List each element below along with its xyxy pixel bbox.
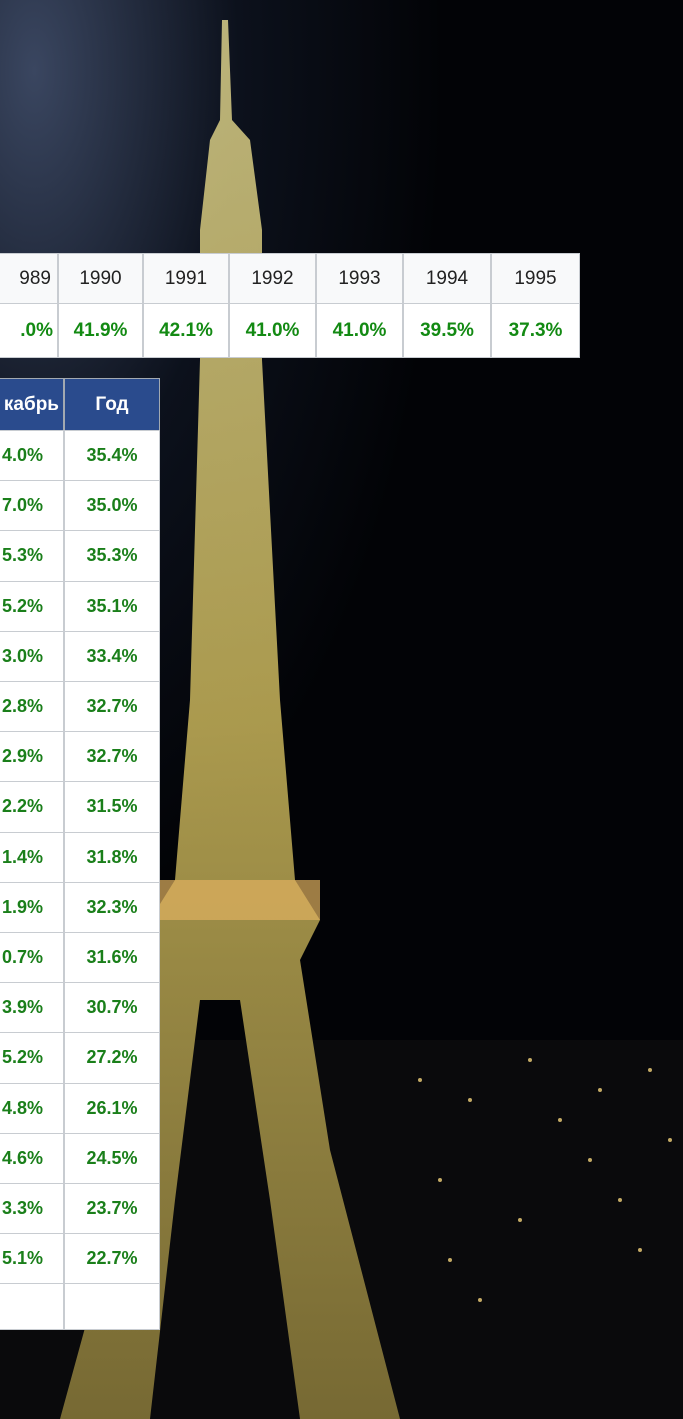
percent-cell: 33.4%	[64, 631, 160, 682]
year-header: 1995	[491, 253, 580, 304]
percent-cell: 5.1%	[0, 1233, 64, 1284]
year-header: 1993	[316, 253, 403, 304]
percent-cell: 3.3%	[0, 1183, 64, 1234]
percent-cell: 32.3%	[64, 882, 160, 933]
percent-cell: 32.7%	[64, 681, 160, 732]
year-header: 1992	[229, 253, 316, 304]
year-value: 41.0%	[316, 303, 403, 358]
percent-cell: 0.7%	[0, 932, 64, 983]
year-header: 989	[0, 253, 58, 304]
percent-cell: 32.7%	[64, 731, 160, 782]
percent-cell: 30.7%	[64, 982, 160, 1033]
percent-cell: 35.4%	[64, 430, 160, 481]
year-header: 1994	[403, 253, 491, 304]
percent-cell: 7.0%	[0, 480, 64, 531]
year-value: 41.9%	[58, 303, 143, 358]
year-value: 37.3%	[491, 303, 580, 358]
percent-cell: 4.0%	[0, 430, 64, 481]
percent-cell: 5.2%	[0, 581, 64, 632]
percent-cell: 22.7%	[64, 1233, 160, 1284]
column-header: Год	[64, 378, 160, 431]
year-value: 41.0%	[229, 303, 316, 358]
percent-cell: 4.6%	[0, 1133, 64, 1184]
year-value: 42.1%	[143, 303, 229, 358]
column-header: кабрь	[0, 378, 64, 431]
empty-cell	[64, 1283, 160, 1330]
percent-cell: 3.0%	[0, 631, 64, 682]
percent-cell: 4.8%	[0, 1083, 64, 1134]
percent-cell: 31.5%	[64, 781, 160, 832]
percent-cell: 31.8%	[64, 832, 160, 883]
percent-cell: 2.2%	[0, 781, 64, 832]
percent-cell: 5.2%	[0, 1032, 64, 1083]
screen: 989.0%199041.9%199142.1%199241.0%199341.…	[0, 0, 683, 1419]
percent-cell: 2.8%	[0, 681, 64, 732]
percent-cell: 3.9%	[0, 982, 64, 1033]
percent-cell: 1.9%	[0, 882, 64, 933]
percent-cell: 35.3%	[64, 530, 160, 581]
empty-cell	[0, 1283, 64, 1330]
percent-cell: 5.3%	[0, 530, 64, 581]
percent-cell: 35.0%	[64, 480, 160, 531]
percent-cell: 2.9%	[0, 731, 64, 782]
year-header: 1990	[58, 253, 143, 304]
percent-cell: 26.1%	[64, 1083, 160, 1134]
year-header: 1991	[143, 253, 229, 304]
percent-cell: 27.2%	[64, 1032, 160, 1083]
percent-cell: 24.5%	[64, 1133, 160, 1184]
percent-cell: 23.7%	[64, 1183, 160, 1234]
percent-cell: 35.1%	[64, 581, 160, 632]
percent-cell: 1.4%	[0, 832, 64, 883]
percent-cell: 31.6%	[64, 932, 160, 983]
year-value: .0%	[0, 303, 58, 358]
year-value: 39.5%	[403, 303, 491, 358]
